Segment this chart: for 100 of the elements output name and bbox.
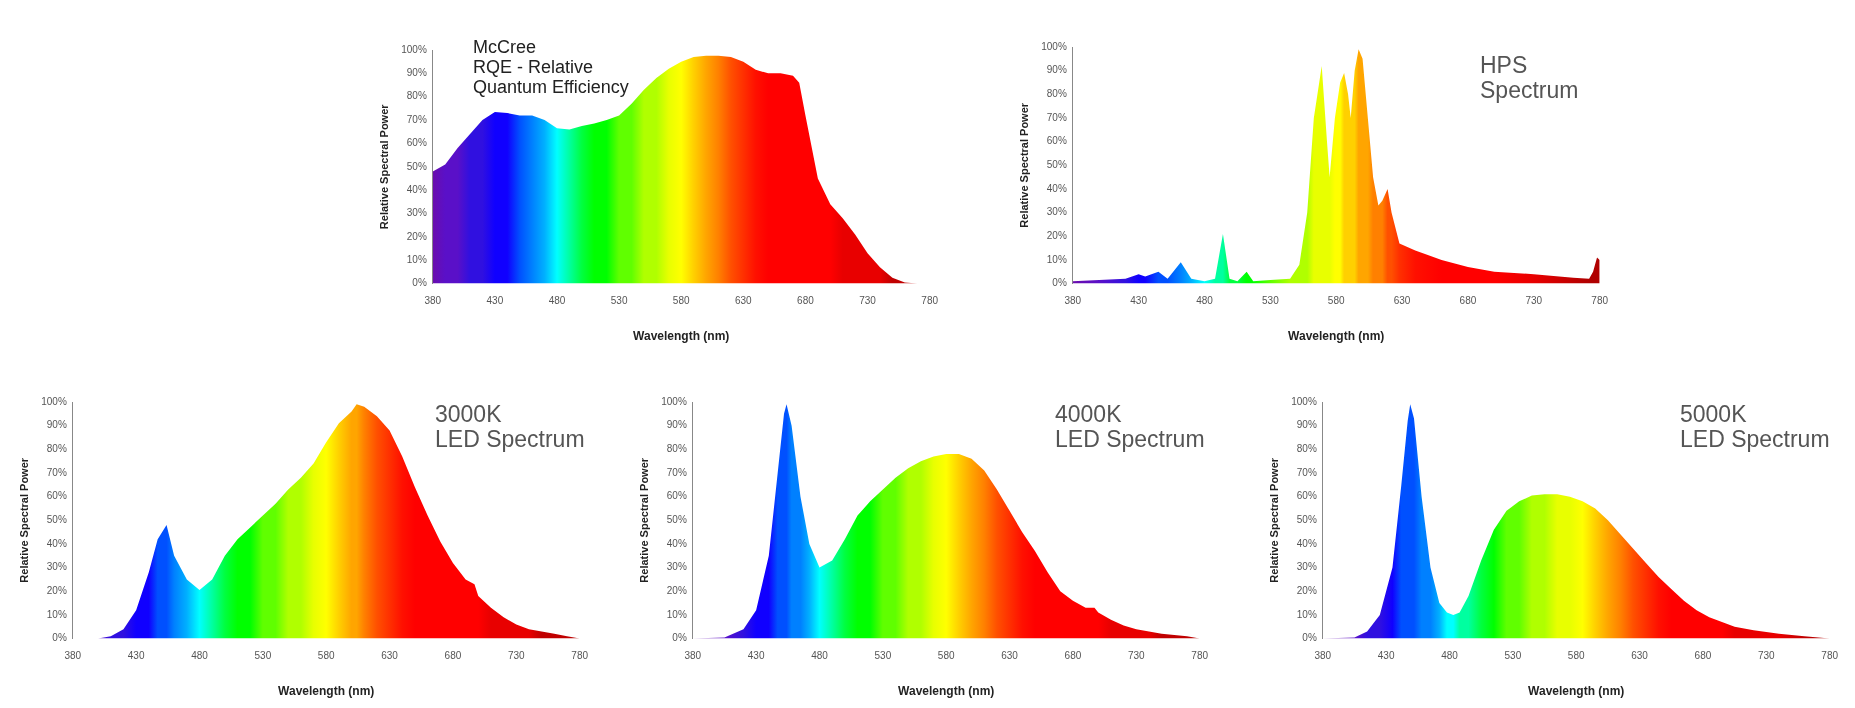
- x-tick-label: 380: [1314, 650, 1332, 662]
- y-tick-label: 70%: [1296, 466, 1317, 478]
- x-tick-label: 730: [507, 650, 526, 662]
- y-axis-title: Relative Spectral Power: [377, 103, 390, 230]
- y-tick-label: 20%: [46, 585, 67, 597]
- x-tick-label: 630: [1393, 295, 1411, 307]
- x-tick-label: 580: [317, 650, 335, 662]
- x-tick-label: 680: [1064, 650, 1082, 662]
- x-tick-label: 430: [1130, 295, 1148, 307]
- x-tick-label: 530: [1504, 650, 1522, 662]
- y-tick-label: 10%: [1046, 253, 1067, 265]
- y-tick-label: 40%: [666, 537, 687, 549]
- y-tick-label: 90%: [1046, 64, 1067, 76]
- y-tick-label: 60%: [406, 137, 427, 149]
- x-tick-label: 480: [811, 650, 829, 662]
- y-tick-label: 80%: [46, 443, 67, 455]
- y-tick-label: 100%: [1041, 40, 1067, 52]
- x-tick-label: 780: [571, 650, 589, 662]
- y-axis-title: Relative Spectral Power: [1017, 102, 1030, 228]
- y-tick-label: 30%: [1296, 561, 1317, 573]
- y-tick-label: 80%: [1046, 88, 1067, 100]
- y-tick-label: 80%: [1296, 443, 1317, 455]
- x-tick-label: 680: [444, 650, 462, 662]
- x-tick-label: 430: [127, 650, 145, 662]
- text: 3000K LED Spectrum: [435, 401, 585, 453]
- x-tick-label: 780: [1821, 650, 1839, 662]
- x-tick-label: 530: [874, 650, 892, 662]
- y-tick-label: 70%: [666, 466, 687, 478]
- y-tick-label: 0%: [672, 632, 687, 644]
- x-tick-label: 730: [859, 295, 877, 307]
- y-tick-label: 100%: [41, 395, 67, 407]
- y-tick-label: 60%: [46, 490, 67, 502]
- y-tick-label: 70%: [46, 466, 67, 478]
- y-tick-label: 30%: [406, 207, 427, 219]
- x-axis-title: Wavelength (nm): [633, 329, 730, 344]
- y-tick-label: 50%: [1046, 159, 1067, 171]
- y-tick-label: 10%: [406, 253, 427, 265]
- x-tick-label: 480: [1441, 650, 1459, 662]
- y-tick-label: 10%: [666, 608, 687, 620]
- x-tick-label: 480: [548, 295, 566, 307]
- y-tick-label: 30%: [46, 561, 67, 573]
- y-tick-label: 40%: [1046, 182, 1067, 194]
- x-tick-label: 580: [1327, 295, 1345, 307]
- y-tick-label: 100%: [661, 395, 687, 407]
- y-tick-label: 20%: [1296, 585, 1317, 597]
- y-tick-label: 90%: [46, 419, 67, 431]
- x-tick-label: 430: [1377, 650, 1395, 662]
- x-tick-label: 680: [1694, 650, 1712, 662]
- x-tick-label: 380: [1064, 295, 1082, 307]
- y-tick-label: 0%: [1302, 632, 1317, 644]
- x-tick-label: 380: [64, 650, 82, 662]
- y-tick-label: 0%: [1052, 277, 1067, 289]
- x-tick-label: 430: [486, 295, 504, 307]
- y-axis-title: Relative Spectral Power: [17, 457, 30, 583]
- y-tick-label: 60%: [1046, 135, 1067, 147]
- x-tick-label: 530: [254, 650, 272, 662]
- x-axis-title: Wavelength (nm): [1528, 684, 1625, 699]
- y-tick-label: 40%: [1296, 537, 1317, 549]
- x-tick-label: 780: [1591, 295, 1609, 307]
- y-tick-label: 50%: [666, 514, 687, 526]
- y-tick-label: 10%: [1296, 608, 1317, 620]
- y-axis-title: Relative Spectral Power: [1267, 457, 1280, 583]
- y-tick-label: 80%: [666, 443, 687, 455]
- x-tick-label: 730: [1127, 650, 1146, 662]
- y-tick-label: 20%: [1046, 230, 1067, 242]
- text: HPS Spectrum: [1480, 52, 1579, 104]
- y-tick-label: 100%: [1291, 395, 1317, 407]
- y-tick-label: 20%: [406, 230, 427, 242]
- y-tick-label: 0%: [52, 632, 67, 644]
- y-axis-title: Relative Spectral Power: [637, 457, 650, 583]
- x-tick-label: 430: [747, 650, 765, 662]
- y-tick-label: 50%: [46, 514, 67, 526]
- y-tick-label: 90%: [1296, 419, 1317, 431]
- y-tick-label: 90%: [406, 67, 427, 79]
- x-axis-title: Wavelength (nm): [898, 684, 995, 699]
- x-tick-label: 480: [191, 650, 209, 662]
- x-tick-label: 630: [734, 295, 753, 307]
- y-tick-label: 60%: [1296, 490, 1317, 502]
- x-tick-label: 630: [1631, 650, 1649, 662]
- y-tick-label: 50%: [1296, 514, 1317, 526]
- x-tick-label: 780: [921, 295, 939, 307]
- x-tick-label: 630: [381, 650, 399, 662]
- y-tick-label: 80%: [406, 90, 427, 102]
- y-tick-label: 90%: [666, 419, 687, 431]
- x-tick-label: 380: [424, 295, 442, 307]
- y-tick-label: 30%: [666, 561, 687, 573]
- x-tick-label: 530: [1262, 295, 1280, 307]
- x-tick-label: 380: [684, 650, 702, 662]
- x-tick-label: 530: [610, 295, 628, 307]
- x-tick-label: 580: [937, 650, 955, 662]
- x-tick-label: 780: [1191, 650, 1209, 662]
- y-tick-label: 40%: [406, 183, 427, 195]
- x-axis-title: Wavelength (nm): [1288, 329, 1385, 344]
- x-tick-label: 630: [1001, 650, 1019, 662]
- x-tick-label: 580: [672, 295, 690, 307]
- y-tick-label: 40%: [46, 537, 67, 549]
- x-tick-label: 730: [1525, 295, 1543, 307]
- text: 4000K LED Spectrum: [1055, 401, 1205, 453]
- y-tick-label: 20%: [666, 585, 687, 597]
- text: 5000K LED Spectrum: [1680, 401, 1830, 453]
